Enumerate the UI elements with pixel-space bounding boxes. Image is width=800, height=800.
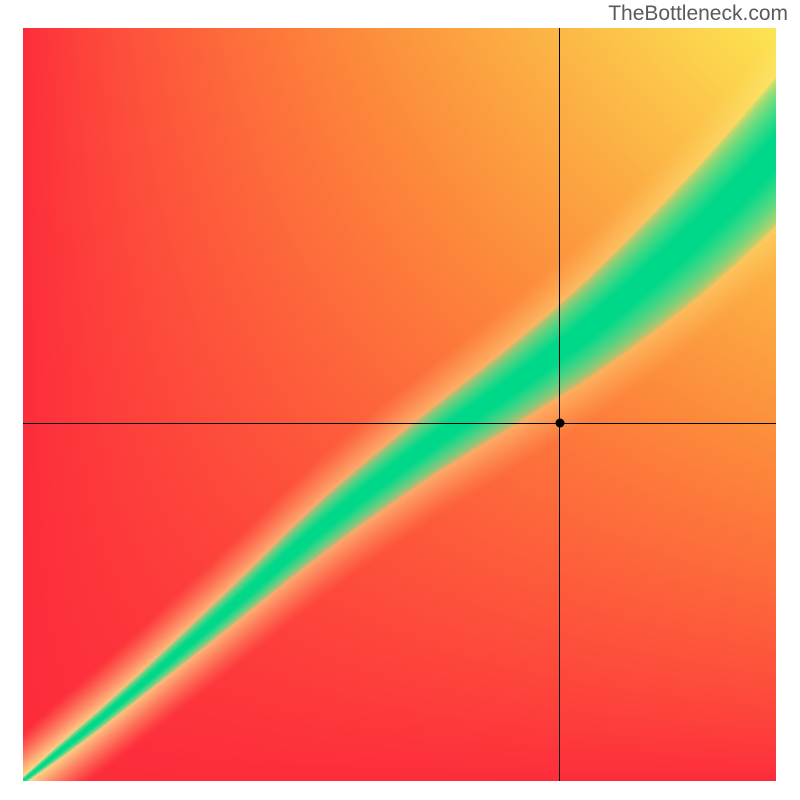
watermark-text: TheBottleneck.com	[608, 2, 788, 26]
heatmap-canvas	[23, 28, 776, 781]
heatmap-plot	[23, 28, 776, 781]
crosshair-marker	[555, 419, 564, 428]
crosshair-horizontal	[23, 423, 776, 424]
crosshair-vertical	[559, 28, 560, 781]
